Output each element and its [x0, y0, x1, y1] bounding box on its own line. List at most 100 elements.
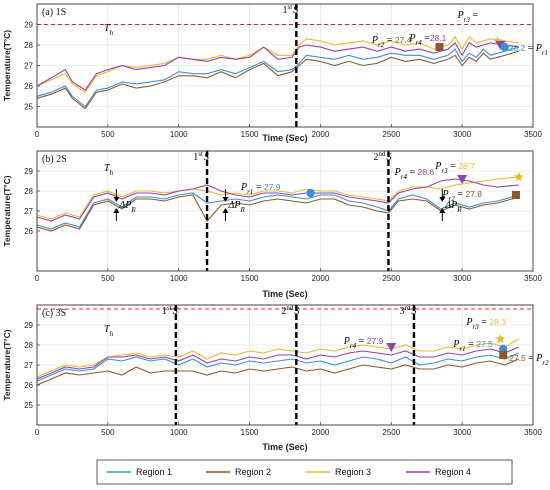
annotation-marker-region-2: [511, 191, 520, 199]
series-line-region-3: [36, 176, 519, 220]
legend-label-region-3: Region 3: [335, 467, 371, 477]
series-line-region-1: [36, 352, 520, 382]
y-tick-label: 25: [24, 103, 33, 112]
delta-label-1: ΔPR: [118, 200, 136, 214]
y-axis-label: Temperature(T°C): [2, 30, 12, 101]
switch-label-1: 1stS: [193, 150, 209, 163]
chart-panel-3: 0 500 1000 1500 2000 2500 3000 3500 25 26 27 28 29 1s…: [2, 304, 549, 452]
x-axis-label: Time (Sec): [262, 442, 307, 452]
x-tick-label: 2500: [382, 274, 400, 283]
switch-label-2: 2ndS: [281, 304, 299, 317]
series-line-region-4: [36, 346, 520, 380]
delta-arrowhead-bottom: [439, 208, 446, 213]
chart-panel-2: 0 500 1000 1500 2000 2500 3000 3500 26 27 28 29 1stS…: [2, 150, 542, 299]
x-axis-label: Time (Sec): [262, 133, 307, 143]
panel-title: (b) 2S: [42, 154, 67, 165]
x-tick-label: 0: [35, 428, 40, 437]
y-tick-label: 26: [24, 227, 33, 236]
threshold-label: Th: [104, 23, 114, 37]
annotation-marker-region-3: [495, 333, 506, 344]
annotation-marker-region-2: [435, 43, 444, 52]
annotation-marker-region-4: [386, 343, 397, 352]
annotation-marker-region-4: [457, 175, 468, 184]
series-line-region-3: [36, 338, 520, 378]
delta-arrowhead-top: [222, 197, 229, 202]
x-tick-label: 3000: [453, 130, 471, 139]
x-tick-label: 500: [101, 428, 115, 437]
y-tick-label: 25: [24, 401, 33, 410]
x-tick-label: 500: [101, 130, 115, 139]
axes-frame: [36, 3, 534, 128]
delta-arrowhead-bottom: [222, 208, 229, 213]
annotation-marker-region-2: [499, 351, 508, 359]
legend-label-region-2: Region 2: [235, 467, 271, 477]
annotation-label-1: Pr1 = 27.9: [240, 182, 281, 196]
y-tick-label: 29: [24, 21, 33, 30]
threshold-label: Th: [104, 163, 114, 177]
x-tick-label: 1000: [170, 130, 188, 139]
y-tick-label: 26: [24, 381, 33, 390]
series-line-region-1: [36, 192, 519, 230]
panel-title: (c) 3S: [42, 308, 66, 319]
annotation-label-3: Pr1 = 27.5: [452, 339, 493, 353]
annotation-label-2: Pr3 = 28.3: [465, 317, 506, 331]
delta-arrowhead-top: [113, 197, 120, 202]
chart-panel-1: 0 500 1000 1500 2000 2500 3000 3500 25 26 27 28 29 1s…: [2, 3, 548, 143]
threshold-label: Th: [104, 324, 114, 338]
x-axis-label: Time (Sec): [262, 289, 307, 299]
x-tick-label: 1000: [170, 274, 188, 283]
series-line-region-2: [36, 358, 520, 386]
switch-label-1: 1stS: [162, 304, 178, 317]
switch-label-3: 3rdS: [400, 304, 417, 317]
annotation-marker-region-3: [492, 35, 503, 46]
annotation-marker-region-3: [513, 171, 524, 182]
annotation-label-1: Pr4 = 27.9: [343, 336, 384, 350]
y-tick-label: 27: [24, 207, 33, 216]
y-axis-label: Temperature(T°C): [2, 175, 12, 246]
axes-frame: [36, 150, 534, 272]
x-tick-label: 3000: [453, 274, 471, 283]
series-line-region-2: [36, 194, 519, 232]
y-tick-label: 28: [24, 341, 33, 350]
x-tick-label: 2500: [382, 130, 400, 139]
delta-label-3: ΔPR: [444, 200, 462, 214]
x-tick-label: 2000: [312, 130, 330, 139]
axes-frame: [36, 304, 534, 426]
switch-label-2: 2ndS: [373, 150, 391, 163]
y-tick-label: 27: [24, 62, 33, 71]
x-tick-label: 3500: [524, 428, 542, 437]
y-tick-label: 26: [24, 82, 33, 91]
y-tick-label: 29: [24, 321, 33, 330]
delta-arrowhead-top: [439, 197, 446, 202]
x-tick-label: 2000: [312, 428, 330, 437]
x-tick-label: 0: [35, 274, 40, 283]
y-tick-label: 28: [24, 41, 33, 50]
y-axis-label: Temperature(T°C): [2, 329, 12, 400]
legend-label-region-4: Region 4: [435, 467, 471, 477]
switch-label-1: 1stS: [283, 3, 299, 16]
x-tick-label: 0: [35, 130, 40, 139]
x-tick-label: 3500: [524, 274, 542, 283]
annotation-label-3: Pr4 =28.1: [408, 33, 446, 47]
panel-title: (a) 1S: [42, 7, 66, 18]
legend-label-region-1: Region 1: [136, 467, 172, 477]
x-tick-label: 1500: [241, 274, 259, 283]
legend-box: [96, 459, 513, 485]
annotation-label-3: Pr3 = 28.7: [434, 161, 475, 175]
legend: Region 1 Region 2 Region 3 Region 4: [96, 459, 513, 485]
y-tick-label: 28: [24, 187, 33, 196]
x-tick-label: 2000: [312, 274, 330, 283]
x-tick-label: 2500: [382, 428, 400, 437]
x-tick-label: 3500: [524, 130, 542, 139]
x-tick-label: 1500: [241, 428, 259, 437]
annotation-label-2: Pr4 = 28.6: [394, 167, 435, 181]
x-tick-label: 3000: [453, 428, 471, 437]
annotation-label-2: Pr3 =: [457, 10, 479, 24]
annotation-label-4: Pr2 = 27.8: [441, 189, 482, 203]
annotation-marker-region-1: [306, 188, 315, 198]
annotation-marker-region-1: [500, 42, 509, 52]
y-tick-label: 27: [24, 361, 33, 370]
x-tick-label: 500: [101, 274, 115, 283]
x-tick-label: 1500: [241, 130, 259, 139]
